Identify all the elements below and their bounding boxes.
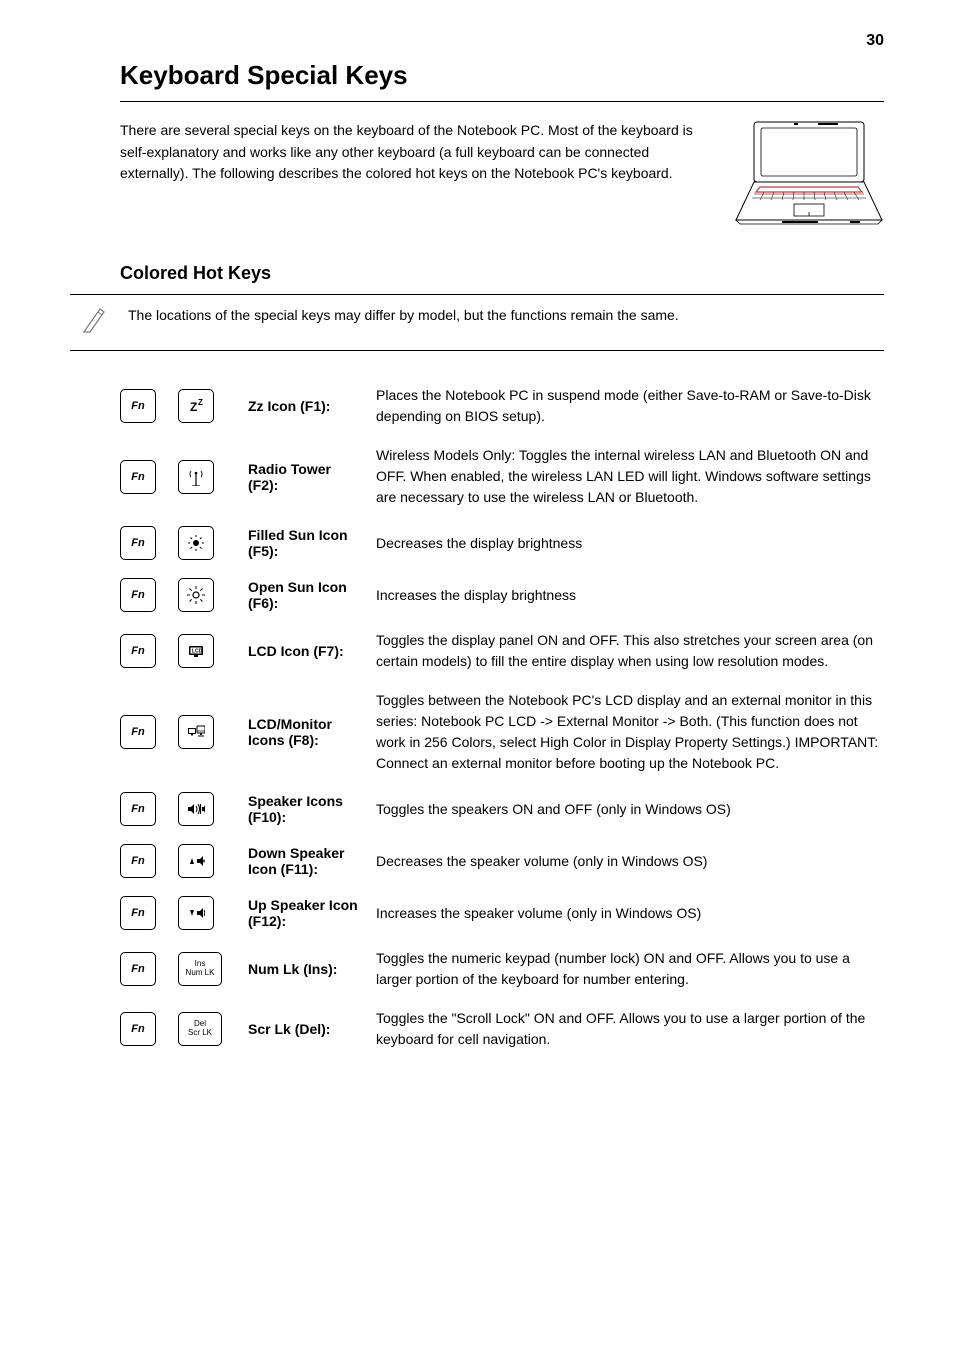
sun-dim-key-icon bbox=[178, 526, 214, 560]
fn-key: Fn bbox=[120, 952, 156, 986]
page-number: 30 bbox=[866, 32, 884, 50]
sun-bright-key-icon bbox=[178, 578, 214, 612]
text-key: DelScr LK bbox=[178, 1012, 222, 1046]
note-icon bbox=[80, 305, 110, 340]
hotkey-keys: Fn bbox=[120, 578, 230, 612]
hotkey-label: Radio Tower (F2): bbox=[248, 461, 358, 493]
hotkey-row: Fn LCD/Monitor Icons (F8): Toggles between… bbox=[120, 690, 884, 774]
fn-key: Fn bbox=[120, 715, 156, 749]
hotkey-row: Fn Speaker Icons (F10): Toggles the speake… bbox=[120, 792, 884, 826]
hotkey-description: Decreases the speaker volume (only in Wi… bbox=[376, 851, 884, 872]
hotkey-description: Places the Notebook PC in suspend mode (… bbox=[376, 385, 884, 427]
hotkey-row: Fn Radio Tower (F2): Wireless Models Only:… bbox=[120, 445, 884, 508]
hotkey-keys: Fn bbox=[120, 389, 230, 423]
radio-key-icon bbox=[178, 460, 214, 494]
hotkey-label: Speaker Icons (F10): bbox=[248, 793, 358, 825]
zz-key-icon bbox=[178, 389, 214, 423]
speakers-key-icon bbox=[178, 792, 214, 826]
hotkey-label: LCD Icon (F7): bbox=[248, 643, 358, 659]
hotkey-keys: Fn DelScr LK bbox=[120, 1012, 230, 1046]
hotkey-label: Zz Icon (F1): bbox=[248, 398, 358, 414]
hotkey-keys: Fn InsNum LK bbox=[120, 952, 230, 986]
hotkey-label: Num Lk (Ins): bbox=[248, 961, 358, 977]
lcd-key-icon bbox=[178, 634, 214, 668]
hotkey-table: Fn Zz Icon (F1): Places the Notebook PC in… bbox=[120, 385, 884, 1050]
hotkey-description: Wireless Models Only: Toggles the intern… bbox=[376, 445, 884, 508]
hotkey-keys: Fn bbox=[120, 526, 230, 560]
hotkey-row: Fn LCD Icon (F7): Toggles the display pane… bbox=[120, 630, 884, 672]
hotkey-description: Toggles between the Notebook PC's LCD di… bbox=[376, 690, 884, 774]
hotkey-label: LCD/Monitor Icons (F8): bbox=[248, 716, 358, 748]
fn-key: Fn bbox=[120, 844, 156, 878]
hotkey-row: Fn Down Speaker Icon (F11): Decreases the … bbox=[120, 844, 884, 878]
hotkey-keys: Fn bbox=[120, 792, 230, 826]
hotkey-description: Decreases the display brightness bbox=[376, 533, 884, 554]
hotkey-description: Toggles the "Scroll Lock" ON and OFF. Al… bbox=[376, 1008, 884, 1050]
hotkey-row: Fn DelScr LK Scr Lk (Del): Toggles the "Scr… bbox=[120, 1008, 884, 1050]
hotkey-keys: Fn bbox=[120, 844, 230, 878]
hotkey-description: Toggles the speakers ON and OFF (only in… bbox=[376, 799, 884, 820]
hotkey-label: Scr Lk (Del): bbox=[248, 1021, 358, 1037]
fn-key: Fn bbox=[120, 526, 156, 560]
fn-key: Fn bbox=[120, 634, 156, 668]
hotkey-description: Toggles the display panel ON and OFF. Th… bbox=[376, 630, 884, 672]
lcd-monitor-key-icon bbox=[178, 715, 214, 749]
hotkey-description: Increases the speaker volume (only in Wi… bbox=[376, 903, 884, 924]
vol-down-key-icon bbox=[178, 844, 214, 878]
intro-text: There are several special keys on the ke… bbox=[120, 120, 716, 185]
fn-key: Fn bbox=[120, 896, 156, 930]
intro-row: There are several special keys on the ke… bbox=[120, 120, 884, 235]
hotkey-row: Fn Zz Icon (F1): Places the Notebook PC in… bbox=[120, 385, 884, 427]
hotkey-description: Toggles the numeric keypad (number lock)… bbox=[376, 948, 884, 990]
fn-key: Fn bbox=[120, 389, 156, 423]
page-title: Keyboard Special Keys bbox=[120, 60, 884, 91]
hotkey-row: Fn InsNum LK Num Lk (Ins): Toggles the nume… bbox=[120, 948, 884, 990]
note-text: The locations of the special keys may di… bbox=[128, 305, 679, 327]
hotkey-keys: Fn bbox=[120, 715, 230, 749]
hotkey-label: Up Speaker Icon (F12): bbox=[248, 897, 358, 929]
fn-key: Fn bbox=[120, 460, 156, 494]
hotkey-label: Down Speaker Icon (F11): bbox=[248, 845, 358, 877]
laptop-illustration bbox=[734, 120, 884, 235]
hotkey-keys: Fn bbox=[120, 460, 230, 494]
hotkey-label: Filled Sun Icon (F5): bbox=[248, 527, 358, 559]
fn-key: Fn bbox=[120, 1012, 156, 1046]
hotkey-row: Fn Open Sun Icon (F6): Increases the displ… bbox=[120, 578, 884, 612]
vol-up-key-icon bbox=[178, 896, 214, 930]
hotkey-description: Increases the display brightness bbox=[376, 585, 884, 606]
fn-key: Fn bbox=[120, 792, 156, 826]
note-block: The locations of the special keys may di… bbox=[70, 294, 884, 351]
hotkey-row: Fn Filled Sun Icon (F5): Decreases the dis… bbox=[120, 526, 884, 560]
header-rule bbox=[120, 101, 884, 102]
text-key: InsNum LK bbox=[178, 952, 222, 986]
hotkey-row: Fn Up Speaker Icon (F12): Increases the sp… bbox=[120, 896, 884, 930]
hotkey-keys: Fn bbox=[120, 634, 230, 668]
hotkey-label: Open Sun Icon (F6): bbox=[248, 579, 358, 611]
hotkey-keys: Fn bbox=[120, 896, 230, 930]
colored-keys-heading: Colored Hot Keys bbox=[120, 263, 884, 284]
fn-key: Fn bbox=[120, 578, 156, 612]
